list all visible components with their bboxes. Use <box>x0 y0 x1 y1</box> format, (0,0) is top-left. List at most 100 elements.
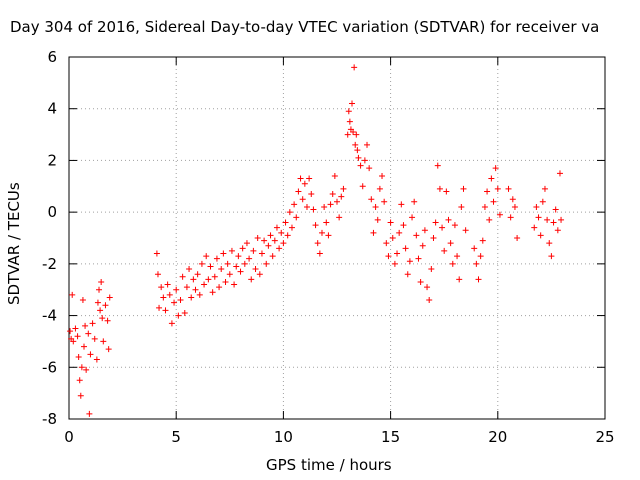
data-point <box>484 188 491 195</box>
data-point <box>411 198 418 205</box>
data-point <box>507 214 514 221</box>
data-point <box>69 291 76 298</box>
data-point <box>211 273 218 280</box>
data-point <box>233 263 240 270</box>
data-point <box>278 229 285 236</box>
data-point <box>102 302 109 309</box>
data-point <box>67 328 74 335</box>
data-point <box>385 253 392 260</box>
data-point <box>511 203 518 210</box>
data-point <box>252 266 259 273</box>
data-point <box>291 201 298 208</box>
data-point <box>349 100 356 107</box>
data-point <box>153 250 160 257</box>
data-point <box>205 276 212 283</box>
data-point <box>479 237 486 244</box>
data-point <box>430 235 437 241</box>
data-point <box>99 315 106 322</box>
data-point <box>359 183 366 190</box>
data-point <box>303 203 310 210</box>
data-point <box>98 278 105 285</box>
data-point <box>246 255 253 262</box>
data-point <box>276 245 283 252</box>
data-point <box>329 191 336 198</box>
data-point <box>550 219 557 226</box>
data-point <box>316 250 323 257</box>
data-point <box>286 209 293 216</box>
data-points <box>67 64 565 417</box>
data-point <box>198 260 205 267</box>
data-point <box>97 307 104 314</box>
data-point <box>220 250 227 257</box>
data-point <box>558 216 565 223</box>
y-tick-label: -6 <box>42 358 57 376</box>
data-point <box>389 235 396 241</box>
axis-ticks: 0 5 10 15 20 25 -8 -6 -4 -2 0 2 4 6 <box>42 48 615 446</box>
data-point <box>372 203 379 210</box>
data-point <box>261 237 268 244</box>
data-point <box>454 253 461 260</box>
data-point <box>162 307 169 314</box>
data-point <box>552 206 559 213</box>
data-point <box>203 253 210 260</box>
chart-title: Day 304 of 2016, Sidereal Day-to-day VTE… <box>10 18 600 36</box>
data-point <box>554 227 561 234</box>
data-point <box>175 312 182 319</box>
data-point <box>75 353 82 360</box>
data-point <box>87 351 94 358</box>
data-point <box>417 278 424 285</box>
data-point <box>351 64 358 71</box>
data-point <box>295 188 302 195</box>
data-point <box>284 232 291 239</box>
grid-lines <box>69 57 605 419</box>
data-point <box>93 356 100 363</box>
data-point <box>235 253 242 260</box>
data-point <box>166 291 173 298</box>
data-point <box>154 271 161 278</box>
data-point <box>451 222 458 229</box>
data-point <box>188 294 195 301</box>
data-point <box>83 366 90 373</box>
data-point <box>156 304 163 311</box>
data-point <box>428 266 435 273</box>
data-point <box>383 240 390 247</box>
data-point <box>490 198 497 205</box>
data-point <box>293 214 300 221</box>
y-tick-label: 2 <box>47 151 57 169</box>
data-point <box>496 211 503 218</box>
data-point <box>462 227 469 234</box>
data-point <box>505 185 512 192</box>
data-point <box>398 201 405 208</box>
data-point <box>243 240 250 247</box>
data-point <box>364 141 371 148</box>
data-point <box>471 245 478 252</box>
data-point <box>537 232 544 239</box>
data-point <box>74 333 81 340</box>
data-point <box>539 198 546 205</box>
data-point <box>353 131 360 138</box>
data-point <box>443 188 450 195</box>
data-point <box>368 196 375 203</box>
data-point <box>396 229 403 236</box>
data-point <box>481 203 488 210</box>
y-axis-label: SDTVAR / TECUs <box>5 182 23 305</box>
data-point <box>325 232 332 239</box>
y-tick-label: -8 <box>42 410 57 428</box>
data-point <box>271 237 278 244</box>
data-point <box>70 338 77 345</box>
data-point <box>374 216 381 223</box>
data-point <box>76 377 83 384</box>
data-point <box>413 232 420 239</box>
y-tick-label: -2 <box>42 255 57 273</box>
data-point <box>280 240 287 247</box>
data-point <box>318 229 325 236</box>
data-point <box>171 299 178 306</box>
data-point <box>421 227 428 234</box>
x-tick-label: 20 <box>488 428 507 446</box>
x-tick-label: 10 <box>274 428 293 446</box>
data-point <box>79 297 86 304</box>
data-point <box>331 172 338 179</box>
data-point <box>86 410 93 417</box>
data-point <box>312 222 319 229</box>
data-point <box>237 268 244 275</box>
